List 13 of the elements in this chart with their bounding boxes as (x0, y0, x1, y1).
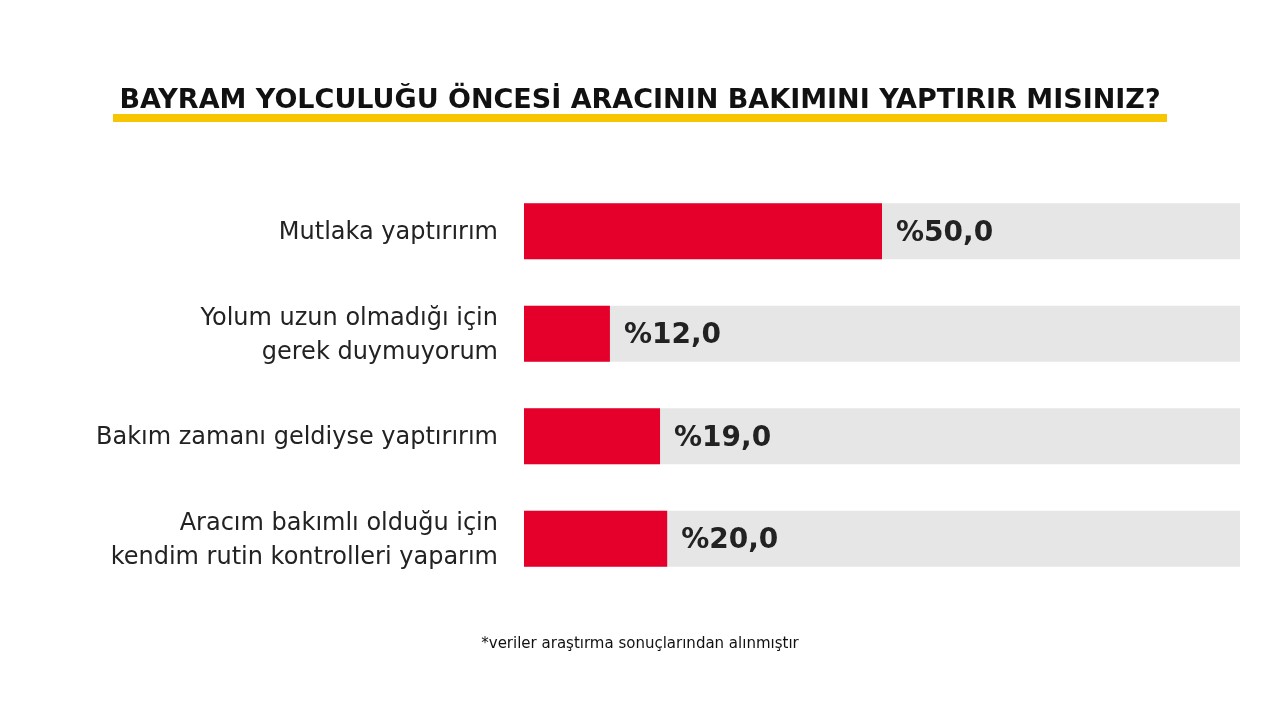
y-tick-label: Bakım zamanı geldiyse yaptırırım (96, 422, 498, 451)
data-label: %50,0 (896, 214, 994, 248)
y-tick-label: Aracım bakımlı olduğu için kendim rutin kontrolleri yaparım (110, 507, 498, 570)
y-tick-label: Yolum uzun olmadığı için gerek duymuyorum (199, 302, 498, 365)
data-label: %20,0 (681, 522, 779, 556)
bar (524, 408, 661, 465)
text: *veriler araştırma sonuçlarından alınmıştır (480, 634, 800, 652)
y-tick-label: Mutlaka yaptırırım (278, 217, 498, 246)
data-label: %12,0 (623, 317, 722, 351)
bar (524, 510, 668, 567)
data-label: %19,0 (674, 419, 772, 453)
chart-title: BAYRAM YOLCULUĞU ÖNCESİ ARACININ BAKIMINI YAPTIRIR MISINIZ? (113, 83, 1167, 122)
bar (524, 305, 610, 362)
